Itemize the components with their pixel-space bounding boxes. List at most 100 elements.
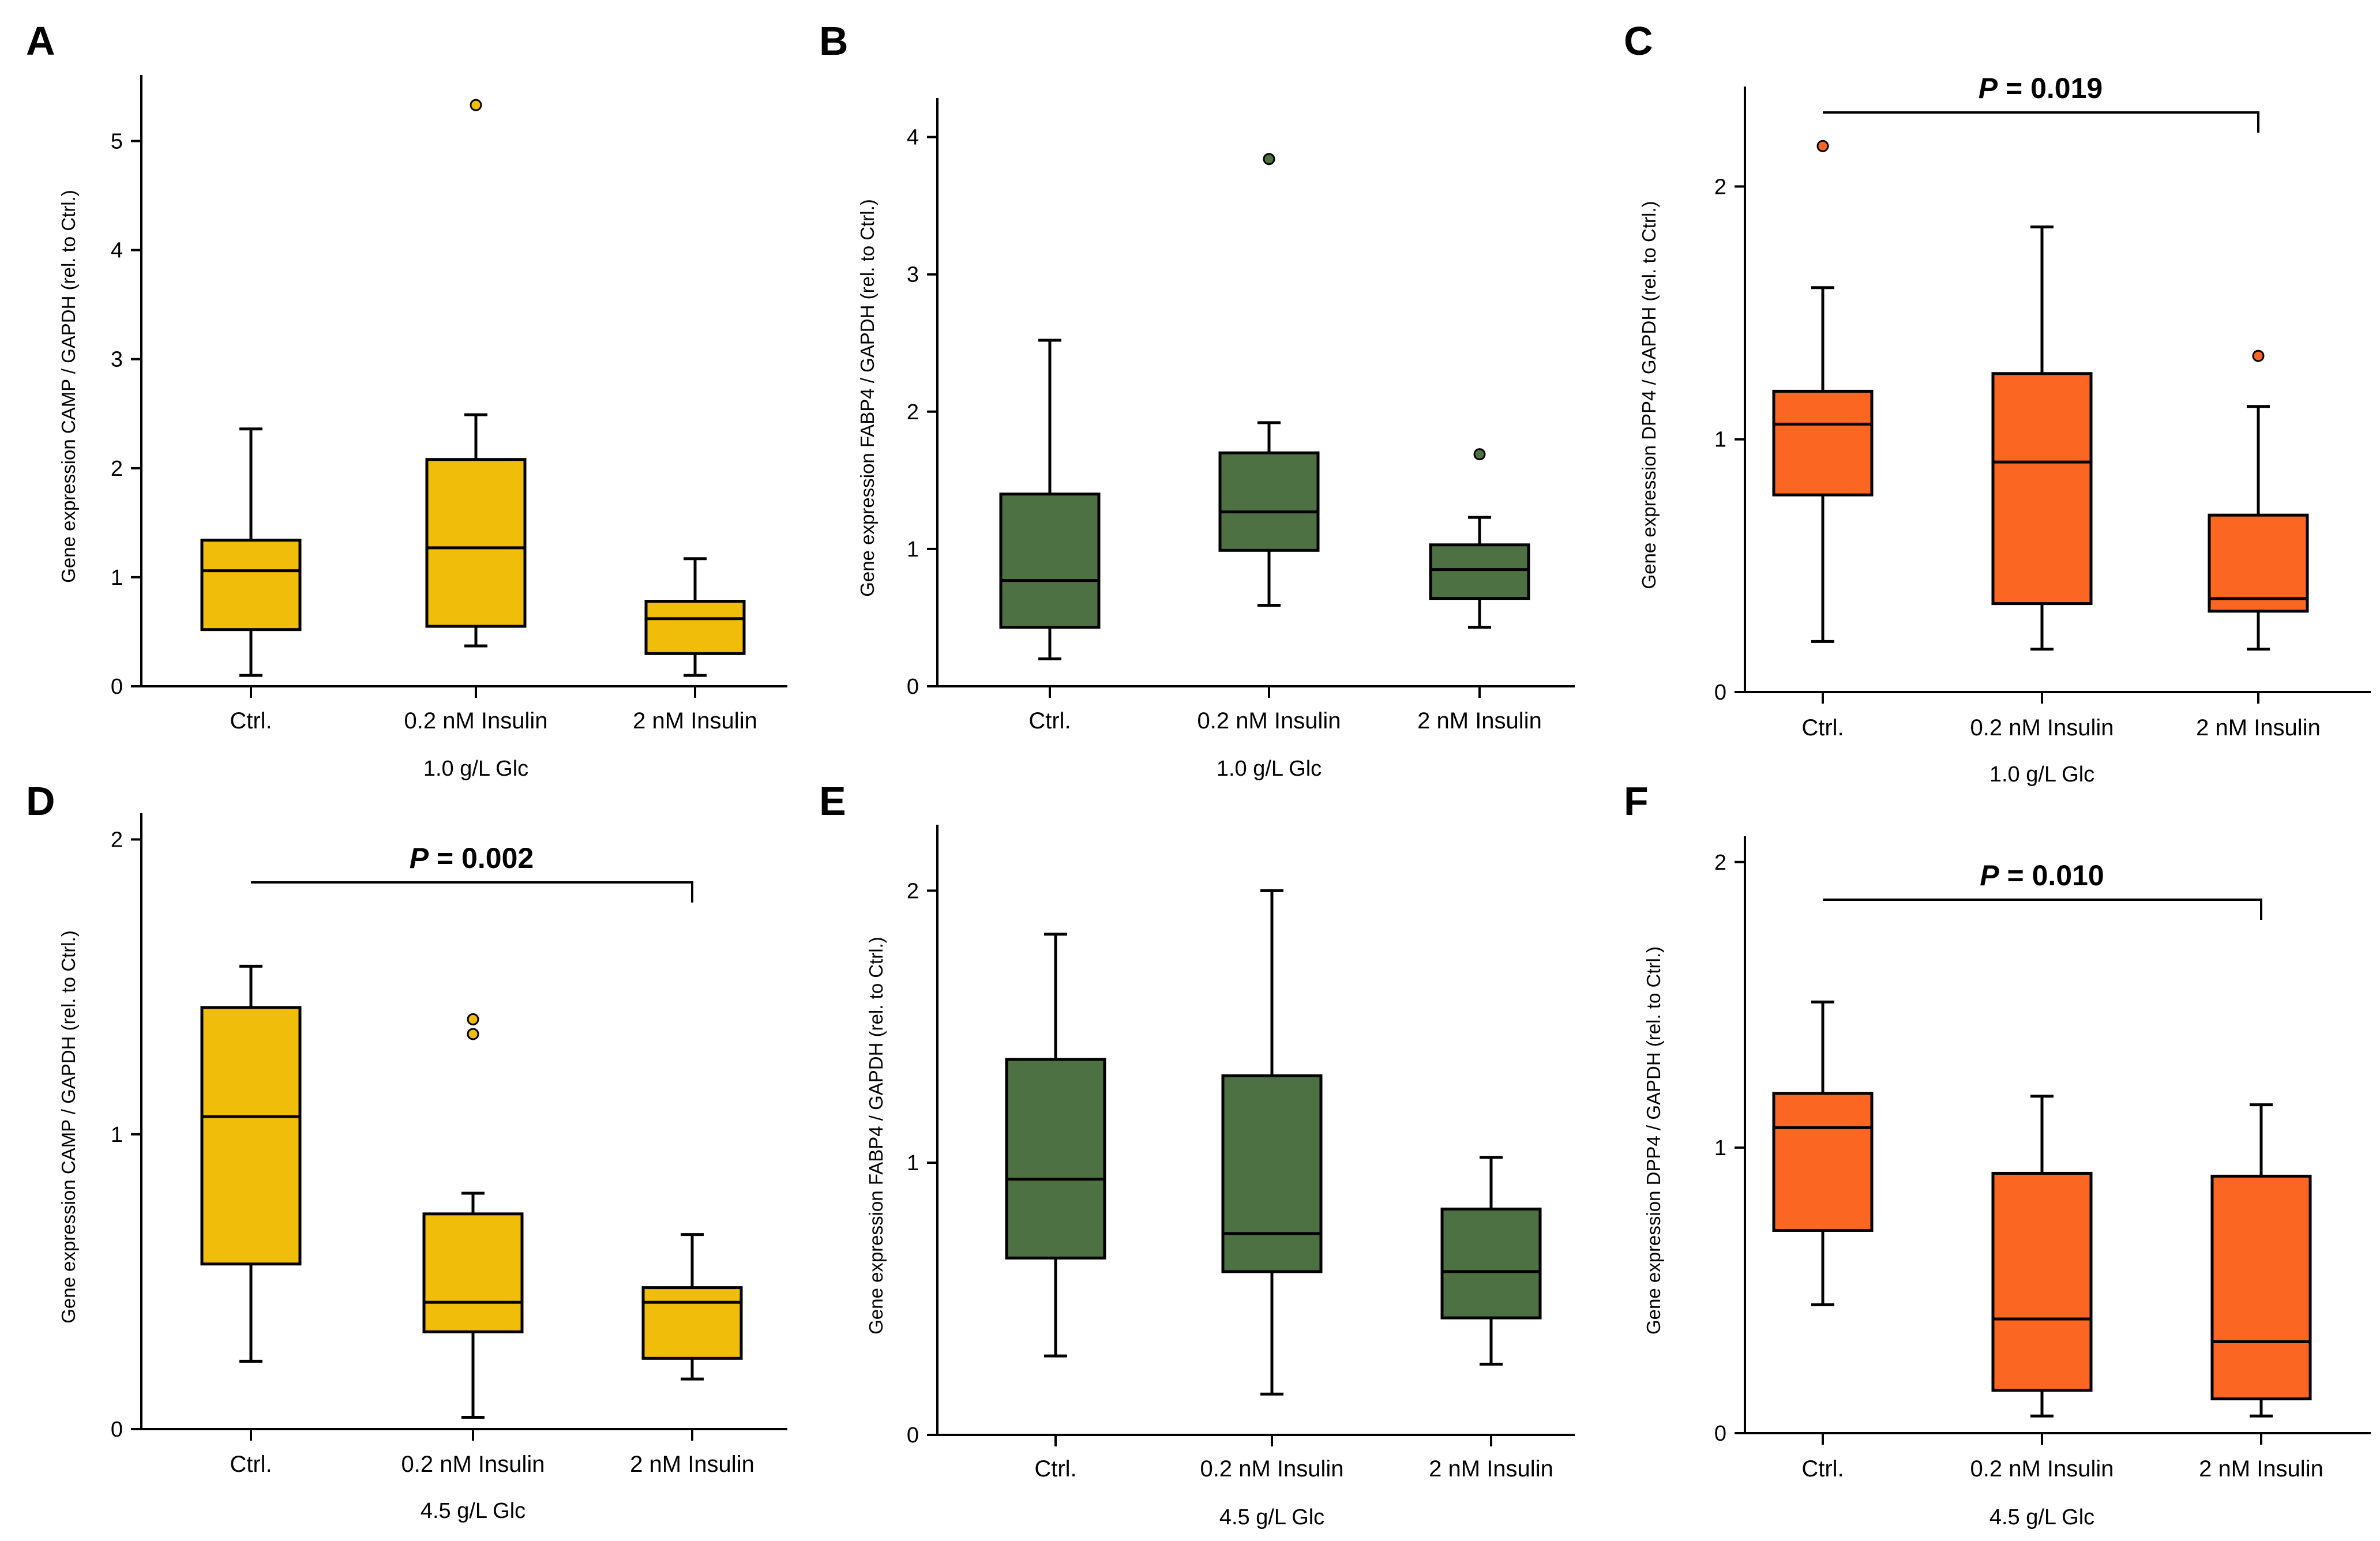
y-axis-label: Gene expression FABP4 / GAPDH (rel. to C… — [857, 199, 878, 597]
box-body — [1442, 1209, 1540, 1318]
significance-bracket — [1823, 112, 2258, 133]
y-tick-label: 2 — [111, 457, 123, 481]
p-symbol: P — [1979, 72, 1998, 104]
y-tick-label: 0 — [907, 1423, 919, 1448]
box-body — [1223, 1076, 1321, 1272]
y-axis-label: Gene expression CAMP / GAPDH (rel. to Ct… — [58, 930, 79, 1324]
y-axis-label: Gene expression DPP4 / GAPDH (rel. to Ct… — [1643, 946, 1664, 1335]
box-body — [1001, 494, 1099, 627]
y-tick-label: 0 — [111, 675, 123, 699]
y-tick-label: 0 — [1714, 681, 1726, 705]
x-tick-label: 2 nM Insulin — [1429, 1456, 1553, 1482]
box-2 — [1993, 227, 2091, 649]
outlier-point — [471, 100, 481, 110]
significance-bracket — [1823, 900, 2261, 920]
box-2 — [1223, 890, 1321, 1394]
significance-bracket — [251, 882, 692, 903]
box-1 — [1007, 934, 1105, 1356]
p-value: = 0.019 — [1998, 72, 2103, 104]
y-tick-label: 1 — [111, 1123, 123, 1147]
box-2 — [1220, 154, 1318, 606]
y-tick-label: 2 — [1714, 175, 1726, 199]
x-tick-label: 0.2 nM Insulin — [1970, 715, 2114, 741]
y-tick-label: 4 — [907, 126, 919, 150]
outlier-point — [468, 1029, 478, 1039]
box-body — [643, 1288, 741, 1359]
box-3 — [1442, 1157, 1540, 1365]
y-axis-label: Gene expression DPP4 / GAPDH (rel. to Ct… — [1638, 201, 1660, 589]
x-tick-label: 2 nM Insulin — [1417, 708, 1542, 734]
box-body — [1774, 391, 1872, 495]
box-body — [1993, 1173, 2091, 1390]
outlier-point — [1264, 154, 1274, 164]
box-body — [1774, 1093, 1872, 1231]
box-2 — [424, 1014, 522, 1417]
y-tick-label: 2 — [1714, 851, 1726, 875]
box-body — [1220, 453, 1318, 550]
x-tick-label: 0.2 nM Insulin — [401, 1452, 545, 1477]
box-body — [1431, 545, 1529, 599]
box-3 — [2209, 351, 2307, 649]
panel-e: E 0 1 2 Gene expression FABP4 / GAPDH (rel. … — [819, 779, 1575, 1529]
p-value-label: P = 0.002 — [410, 842, 534, 874]
y-tick-label: 1 — [1714, 1136, 1726, 1160]
y-tick-label: 1 — [111, 566, 123, 590]
p-symbol: P — [410, 842, 429, 874]
panel-letter: E — [819, 779, 846, 824]
p-value-label: P = 0.010 — [1980, 859, 2104, 892]
box-3 — [2212, 1105, 2310, 1416]
p-symbol: P — [1980, 859, 1999, 892]
y-axis-label: Gene expression CAMP / GAPDH (rel. to Ct… — [58, 190, 79, 583]
box-body — [1007, 1059, 1105, 1258]
x-tick-label: Ctrl. — [1034, 1456, 1076, 1482]
y-tick-label: 3 — [111, 348, 123, 372]
x-tick-label: 0.2 nM Insulin — [404, 708, 547, 734]
box-3 — [646, 559, 744, 675]
p-value: = 0.002 — [429, 842, 534, 874]
y-tick-label: 1 — [1714, 428, 1726, 452]
x-tick-label: 0.2 nM Insulin — [1197, 708, 1341, 734]
y-tick-label: 1 — [907, 538, 919, 562]
y-tick-label: 5 — [111, 130, 123, 154]
box-1 — [1001, 340, 1099, 659]
y-tick-label: 0 — [111, 1418, 123, 1442]
outlier-point — [468, 1014, 478, 1024]
group-label: 4.5 g/L Glc — [421, 1499, 525, 1523]
group-label: 1.0 g/L Glc — [423, 757, 528, 781]
box-body — [202, 540, 300, 630]
x-tick-label: 2 nM Insulin — [2196, 715, 2321, 741]
x-tick-label: 0.2 nM Insulin — [1200, 1456, 1343, 1482]
box-body — [1993, 374, 2091, 604]
box-1 — [1774, 1002, 1872, 1305]
group-label: 1.0 g/L Glc — [1989, 762, 2094, 787]
x-tick-label: 2 nM Insulin — [630, 1452, 754, 1477]
box-body — [202, 1008, 300, 1264]
outlier-point — [2253, 351, 2263, 361]
figure: A 0 1 2 3 4 5 Gene expression CAMP / GAPDH (rel… — [0, 0, 2380, 1541]
x-tick-label: Ctrl. — [230, 1452, 272, 1477]
x-tick-label: Ctrl. — [1801, 715, 1844, 741]
y-tick-label: 2 — [907, 879, 919, 903]
x-tick-label: Ctrl. — [1028, 708, 1071, 734]
box-body — [424, 1214, 522, 1332]
panel-letter: A — [26, 18, 55, 63]
box-body — [646, 602, 744, 654]
box-2 — [1993, 1096, 2091, 1416]
box-1 — [202, 429, 300, 675]
y-tick-label: 2 — [907, 400, 919, 424]
x-tick-label: Ctrl. — [230, 708, 272, 734]
box-1 — [202, 966, 300, 1361]
box-body — [427, 460, 525, 626]
panel-letter: B — [819, 18, 849, 63]
y-tick-label: 1 — [907, 1151, 919, 1175]
box-body — [2212, 1176, 2310, 1399]
y-tick-label: 0 — [907, 675, 919, 699]
group-label: 4.5 g/L Glc — [1219, 1505, 1324, 1529]
group-label: 1.0 g/L Glc — [1217, 757, 1322, 781]
p-value-label: P = 0.019 — [1979, 72, 2103, 104]
outlier-point — [1474, 449, 1485, 460]
p-value: = 0.010 — [1999, 859, 2104, 892]
box-2 — [427, 100, 525, 646]
group-label: 4.5 g/L Glc — [1989, 1505, 2094, 1529]
box-body — [2209, 515, 2307, 611]
